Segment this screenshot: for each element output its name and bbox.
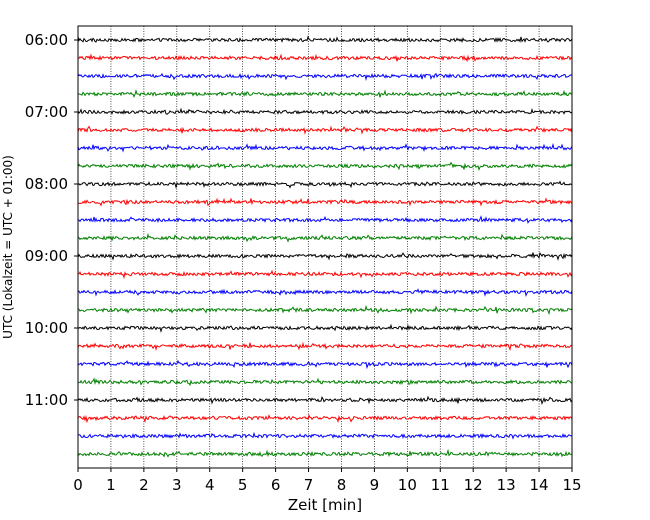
y-axis-label: UTC (Lokalzeit = UTC + 01:00) — [1, 155, 15, 339]
trace-0630 — [77, 72, 573, 82]
y-tick-label: 07:00 — [25, 103, 68, 121]
y-tick-label: 06:00 — [25, 31, 68, 49]
y-tick-label: 09:00 — [25, 247, 68, 265]
trace-1145 — [77, 448, 573, 458]
y-tick-label: 08:00 — [25, 175, 68, 193]
seismic-traces — [77, 35, 573, 458]
x-tick-label: 1 — [106, 476, 116, 494]
trace-0745 — [77, 161, 573, 171]
trace-0645 — [77, 89, 573, 98]
trace-0930 — [77, 288, 573, 298]
trace-1100 — [77, 395, 573, 405]
trace-0700 — [77, 107, 573, 115]
trace-0730 — [77, 142, 573, 153]
x-tick-label: 9 — [370, 476, 380, 494]
y-tick-label: 10:00 — [25, 319, 68, 337]
x-grid — [110, 26, 540, 468]
trace-1115 — [77, 414, 573, 424]
trace-1030 — [77, 359, 573, 370]
trace-1045 — [77, 377, 573, 387]
y-axis: 06:00 07:00 08:00 09:00 10:00 11:00 — [25, 31, 78, 409]
x-axis-label: Zeit [min] — [288, 496, 362, 514]
plot-background — [78, 26, 572, 468]
x-tick-label: 5 — [238, 476, 248, 494]
trace-0715 — [77, 125, 573, 135]
x-tick-label: 13 — [497, 476, 516, 494]
trace-0830 — [77, 215, 573, 224]
x-tick-label: 10 — [398, 476, 417, 494]
trace-0615 — [77, 53, 573, 63]
plot-frame — [77, 25, 573, 469]
trace-0600 — [77, 35, 573, 43]
x-tick-label: 4 — [205, 476, 215, 494]
y-tick-label: 11:00 — [25, 391, 68, 409]
x-tick-label: 15 — [562, 476, 581, 494]
trace-1130 — [77, 431, 573, 440]
x-tick-label: 8 — [337, 476, 347, 494]
x-axis: 0 1 2 3 4 5 6 7 8 9 10 11 12 13 14 15 — [73, 468, 582, 494]
trace-0945 — [77, 304, 573, 316]
trace-0800 — [77, 180, 573, 189]
x-tick-label: 7 — [304, 476, 314, 494]
x-tick-label: 3 — [172, 476, 182, 494]
x-tick-label: 11 — [431, 476, 450, 494]
trace-0900 — [77, 252, 573, 261]
trace-0915 — [77, 269, 573, 280]
x-tick-label: 14 — [530, 476, 549, 494]
trace-1000 — [77, 323, 573, 333]
x-tick-label: 12 — [464, 476, 483, 494]
x-tick-label: 2 — [139, 476, 149, 494]
trace-0815 — [77, 197, 573, 207]
x-tick-label: 0 — [73, 476, 83, 494]
trace-0845 — [77, 233, 573, 243]
x-tick-label: 6 — [271, 476, 281, 494]
trace-1015 — [77, 341, 573, 352]
